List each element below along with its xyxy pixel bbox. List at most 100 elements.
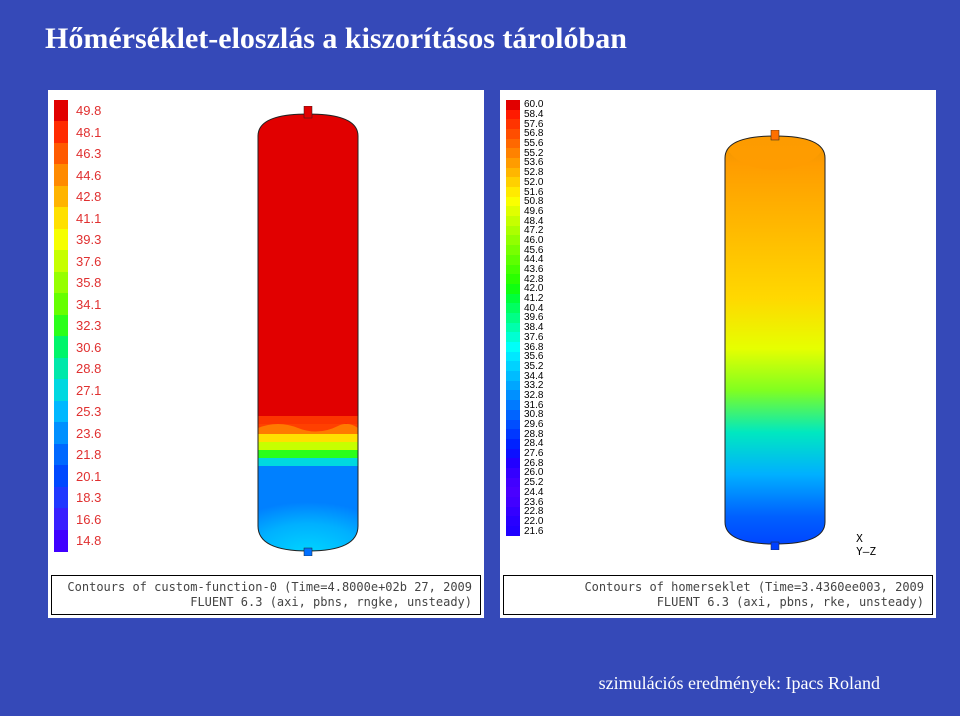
legend-value: 21.8 <box>76 447 101 462</box>
legend-value: 35.8 <box>76 275 101 290</box>
legend-swatch <box>54 293 68 315</box>
legend-swatch <box>506 255 520 265</box>
legend-swatch <box>506 400 520 410</box>
legend-swatch <box>506 216 520 226</box>
legend-swatch <box>506 332 520 342</box>
left-tank-svg <box>228 106 388 556</box>
legend-swatch <box>506 139 520 149</box>
legend-swatch <box>506 478 520 488</box>
legend-value: 46.3 <box>76 146 101 161</box>
legend-swatch <box>506 226 520 236</box>
legend-row: 35.8 <box>54 272 101 294</box>
legend-value: 14.8 <box>76 533 101 548</box>
legend-swatch <box>506 245 520 255</box>
legend-swatch <box>506 526 520 536</box>
legend-value: 49.8 <box>76 103 101 118</box>
left-panel: 49.848.146.344.642.841.139.337.635.834.1… <box>48 90 484 618</box>
legend-swatch <box>54 379 68 401</box>
legend-row: 27.1 <box>54 380 101 402</box>
legend-swatch <box>54 250 68 272</box>
caption-line: FLUENT 6.3 (axi, pbns, rke, unsteady) <box>504 595 924 610</box>
legend-swatch <box>506 187 520 197</box>
legend-swatch <box>506 468 520 478</box>
legend-row: 32.3 <box>54 315 101 337</box>
legend-swatch <box>506 206 520 216</box>
legend-swatch <box>506 177 520 187</box>
legend-value: 34.1 <box>76 297 101 312</box>
legend-swatch <box>506 119 520 129</box>
legend-swatch <box>506 168 520 178</box>
legend-row: 28.8 <box>54 358 101 380</box>
right-tank-svg <box>700 130 850 550</box>
credit-text: szimulációs eredmények: Ipacs Roland <box>599 673 880 694</box>
legend-swatch <box>506 148 520 158</box>
legend-swatch <box>506 110 520 120</box>
legend-swatch <box>54 336 68 358</box>
legend-swatch <box>506 429 520 439</box>
legend-swatch <box>54 530 68 552</box>
axes-indicator: X Y—Z <box>856 532 876 558</box>
right-caption: Contours of homerseklet (Time=3.4360ee00… <box>503 575 933 615</box>
legend-swatch <box>506 265 520 275</box>
legend-swatch <box>506 507 520 517</box>
legend-value: 39.3 <box>76 232 101 247</box>
legend-swatch <box>506 158 520 168</box>
legend-value: 23.6 <box>76 426 101 441</box>
legend-value: 27.1 <box>76 383 101 398</box>
legend-swatch <box>506 197 520 207</box>
legend-row: 21.8 <box>54 444 101 466</box>
legend-swatch <box>506 371 520 381</box>
legend-swatch <box>54 444 68 466</box>
legend-row: 25.3 <box>54 401 101 423</box>
legend-row: 16.6 <box>54 509 101 531</box>
legend-swatch <box>54 229 68 251</box>
legend-swatch <box>506 439 520 449</box>
legend-swatch <box>506 390 520 400</box>
legend-row: 14.8 <box>54 530 101 552</box>
legend-row: 39.3 <box>54 229 101 251</box>
right-tank <box>700 130 850 550</box>
legend-value: 30.6 <box>76 340 101 355</box>
legend-swatch <box>506 497 520 507</box>
right-legend: 60.058.457.656.855.655.253.652.852.051.6… <box>506 100 543 536</box>
legend-value: 28.8 <box>76 361 101 376</box>
legend-swatch <box>506 323 520 333</box>
legend-value: 18.3 <box>76 490 101 505</box>
legend-swatch <box>506 100 520 110</box>
legend-swatch <box>54 100 68 122</box>
legend-swatch <box>506 284 520 294</box>
right-panel: 60.058.457.656.855.655.253.652.852.051.6… <box>500 90 936 618</box>
axis-z: Z <box>869 545 876 558</box>
legend-swatch <box>54 121 68 143</box>
legend-row: 21.6 <box>506 526 543 536</box>
legend-row: 41.1 <box>54 208 101 230</box>
legend-row: 49.8 <box>54 100 101 122</box>
caption-line: Contours of homerseklet (Time=3.4360ee00… <box>504 580 924 595</box>
legend-swatch <box>54 358 68 380</box>
legend-value: 32.3 <box>76 318 101 333</box>
legend-swatch <box>506 313 520 323</box>
legend-row: 46.3 <box>54 143 101 165</box>
legend-swatch <box>506 303 520 313</box>
legend-value: 44.6 <box>76 168 101 183</box>
legend-swatch <box>54 487 68 509</box>
legend-swatch <box>506 294 520 304</box>
legend-value: 41.1 <box>76 211 101 226</box>
legend-row: 34.1 <box>54 294 101 316</box>
legend-value: 48.1 <box>76 125 101 140</box>
legend-value: 20.1 <box>76 469 101 484</box>
legend-value: 16.6 <box>76 512 101 527</box>
legend-swatch <box>54 143 68 165</box>
page-title: Hőmérséklet-eloszlás a kiszorításos táro… <box>45 22 627 56</box>
legend-swatch <box>506 516 520 526</box>
legend-swatch <box>506 487 520 497</box>
legend-swatch <box>506 410 520 420</box>
legend-swatch <box>54 272 68 294</box>
legend-swatch <box>506 458 520 468</box>
legend-row: 42.8 <box>54 186 101 208</box>
legend-value: 42.8 <box>76 189 101 204</box>
legend-row: 20.1 <box>54 466 101 488</box>
legend-swatch <box>54 401 68 423</box>
legend-swatch <box>54 508 68 530</box>
legend-value: 25.3 <box>76 404 101 419</box>
